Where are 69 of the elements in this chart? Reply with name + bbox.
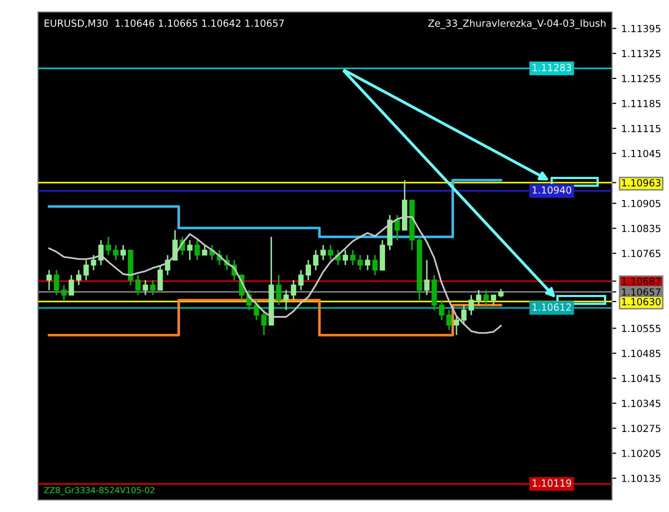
ref-line-label: 1.10940	[532, 186, 572, 194]
y-tick-label: 1.10415	[622, 374, 660, 382]
y-tick-label: 1.11395	[622, 24, 660, 32]
candlestick	[90, 254, 96, 271]
candlestick	[394, 214, 400, 241]
line-series	[48, 216, 502, 334]
y-tick-label: 1.10555	[622, 324, 660, 332]
candlestick	[372, 254, 378, 276]
candlestick	[135, 274, 141, 296]
candlestick	[313, 249, 318, 271]
annotation: ZZ8_Gr3334-8524V105-02	[44, 486, 154, 496]
y-tick-label: 1.10963	[622, 179, 660, 186]
candlestick	[476, 289, 482, 306]
candlestick	[364, 254, 370, 271]
candlestick	[113, 244, 118, 261]
candlestick	[446, 309, 452, 331]
candlestick	[46, 269, 52, 291]
candlestick	[468, 294, 474, 316]
candlestick	[290, 279, 296, 301]
y-tick-label: 1.11115	[622, 124, 660, 132]
y-tick-label: 1.10345	[622, 400, 660, 408]
candlestick	[202, 244, 208, 256]
candlestick	[454, 314, 460, 336]
candlestick	[306, 259, 311, 281]
candlestick	[283, 289, 289, 311]
y-tick-label: 1.11185	[622, 100, 660, 108]
y-tick-label: 1.10905	[622, 200, 660, 208]
candlestick	[424, 259, 430, 296]
y-tick-label: 1.10485	[622, 350, 660, 358]
candlestick	[194, 239, 200, 261]
candlestick	[328, 244, 334, 261]
candlestick	[483, 289, 489, 306]
y-tick-label: 1.10765	[622, 250, 660, 258]
ref-line-label: 1.10612	[532, 303, 571, 311]
candlestick	[350, 249, 356, 266]
candlestick	[106, 236, 112, 256]
ref-line-label: 1.11283	[532, 64, 572, 72]
y-tick-label: 1.11255	[622, 74, 660, 82]
y-tick-label: 1.10275	[622, 424, 660, 432]
candlestick	[150, 279, 156, 296]
y-tick-label: 1.10687	[622, 278, 660, 285]
y-tick-label: 1.10205	[622, 450, 660, 458]
annotation: Ze_33_Zhuravlerezka_V-04-03_Ibush	[428, 19, 606, 29]
candlestick	[276, 274, 282, 306]
candlestick	[61, 284, 67, 301]
candlestick	[461, 304, 467, 326]
text: EURUSD,M30 1.10646 1.10665 1.10642 1.10657	[44, 19, 284, 28]
y-tick-label: 1.10835	[622, 224, 660, 232]
candlestick	[261, 309, 267, 336]
candlestick	[120, 244, 126, 261]
candlestick	[187, 239, 192, 261]
y-tick-label: 1.10135	[622, 474, 660, 482]
candlestick	[439, 299, 444, 321]
y-tick-label: 1.11045	[622, 150, 660, 158]
candlestick	[68, 274, 74, 296]
y-tick-label: 1.10657	[622, 288, 660, 296]
candlestick	[298, 269, 304, 291]
candlestick	[158, 264, 163, 291]
candlestick	[358, 254, 363, 271]
candlestick	[320, 244, 326, 261]
candlestick	[54, 269, 60, 296]
y-tick-label: 1.10630	[622, 298, 661, 306]
candlestick	[342, 249, 348, 266]
candlestick	[142, 279, 148, 296]
candlestick	[84, 259, 89, 281]
ref-line-label: 1.10119	[532, 479, 572, 487]
candlestick	[490, 294, 496, 306]
candlestick	[76, 269, 82, 286]
y-tick-label: 1.11325	[622, 50, 660, 58]
